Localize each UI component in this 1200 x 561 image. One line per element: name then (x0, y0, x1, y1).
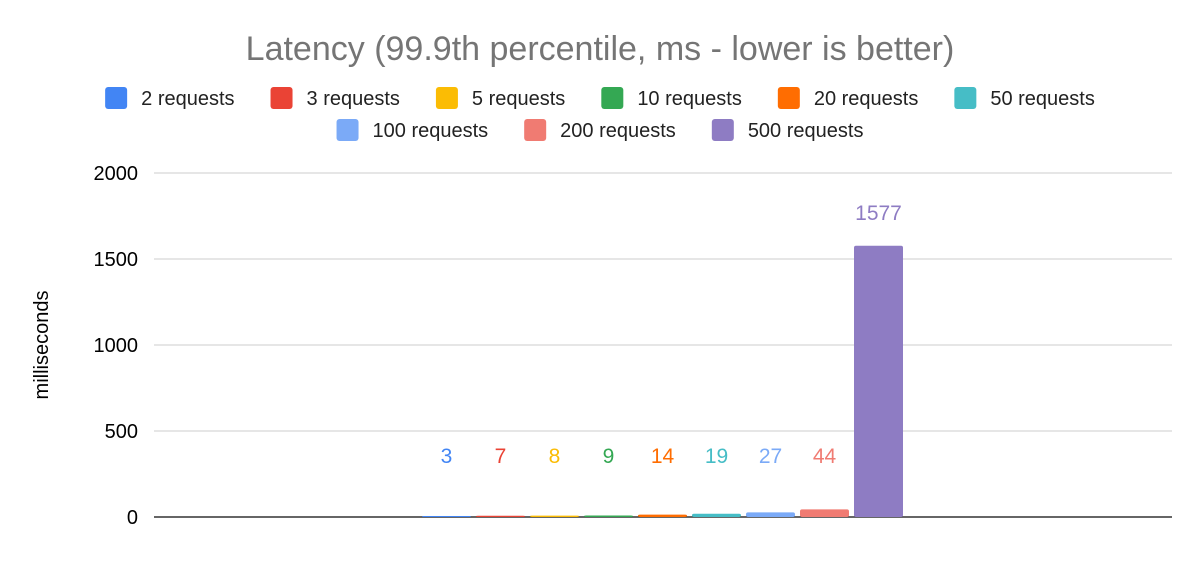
legend-label: 500 requests (748, 120, 864, 142)
legend-swatch (336, 119, 359, 141)
legend-swatch (711, 119, 734, 141)
legend: 2 requests 3 requests 5 requests 10 request… (105, 87, 1095, 142)
legend-item-500-requests: 500 requests (711, 119, 864, 142)
legend-label: 3 requests (307, 88, 400, 110)
legend-label: 10 requests (637, 88, 742, 110)
bar-50-requests (692, 513, 741, 517)
legend-swatch (105, 87, 128, 109)
legend-item-10-requests: 10 requests (601, 87, 742, 110)
legend-item-200-requests: 200 requests (524, 119, 676, 142)
bar-2-requests (422, 516, 471, 517)
bar-10-requests (584, 515, 633, 517)
chart-title: Latency (99.9th percentile, ms - lower i… (246, 30, 955, 68)
legend-swatch (270, 87, 293, 109)
data-label-2-requests: 3 (441, 445, 453, 468)
legend-item-50-requests: 50 requests (954, 87, 1095, 110)
legend-item-3-requests: 3 requests (270, 87, 400, 110)
data-label-200-requests: 44 (813, 445, 837, 468)
legend-label: 20 requests (814, 88, 919, 110)
legend-swatch (777, 87, 800, 109)
y-tick-label: 500 (105, 421, 138, 443)
y-tick-label: 1500 (94, 249, 139, 271)
bar-100-requests (746, 512, 795, 517)
bars (422, 245, 903, 518)
bar-3-requests (476, 515, 525, 517)
y-tick-label: 0 (127, 507, 138, 529)
legend-swatch (524, 119, 547, 141)
bar-20-requests (638, 514, 687, 517)
bar-5-requests (530, 515, 579, 517)
data-label-10-requests: 9 (603, 445, 615, 468)
data-label-20-requests: 14 (651, 445, 675, 468)
legend-item-5-requests: 5 requests (435, 87, 565, 110)
data-label-100-requests: 27 (759, 445, 782, 468)
y-axis-label: milliseconds (31, 291, 53, 400)
legend-item-100-requests: 100 requests (336, 119, 489, 142)
y-axis-ticks: 0 500 1000 1500 2000 (94, 163, 139, 529)
bar-500-requests (854, 245, 903, 518)
data-label-3-requests: 7 (495, 445, 507, 468)
legend-swatch (601, 87, 624, 109)
data-labels: 3 7 8 9 14 19 27 44 1577 (441, 202, 902, 468)
data-label-500-requests: 1577 (855, 202, 902, 225)
data-label-50-requests: 19 (705, 445, 728, 468)
bar-200-requests (800, 509, 849, 517)
legend-label: 2 requests (141, 88, 234, 110)
y-tick-label: 2000 (94, 163, 139, 185)
y-tick-label: 1000 (94, 335, 139, 357)
legend-label: 5 requests (472, 88, 565, 110)
legend-label: 50 requests (990, 88, 1095, 110)
legend-item-20-requests: 20 requests (777, 87, 919, 110)
legend-label: 100 requests (373, 120, 489, 142)
legend-swatch (435, 87, 458, 109)
legend-label: 200 requests (560, 120, 676, 142)
legend-item-2-requests: 2 requests (105, 87, 235, 110)
legend-swatch (954, 87, 977, 109)
data-label-5-requests: 8 (549, 445, 561, 468)
